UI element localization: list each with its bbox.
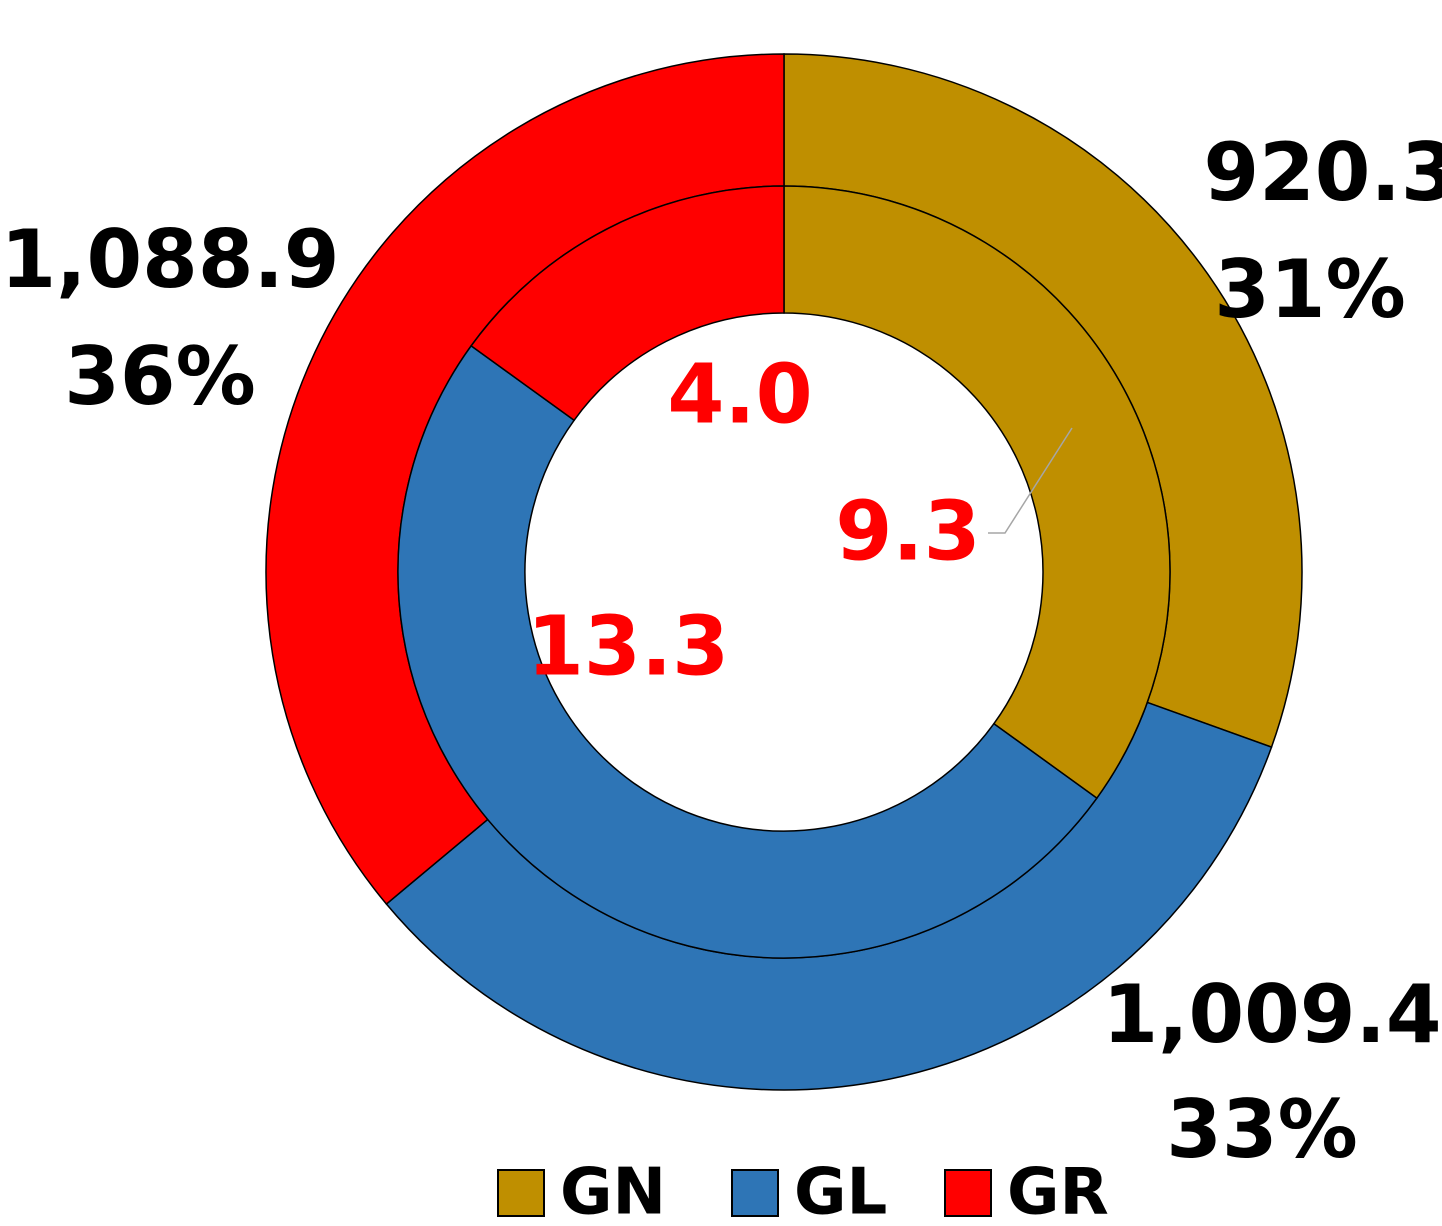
donut-segment <box>783 185 1171 800</box>
value-label: 920.3 <box>1203 126 1442 219</box>
leader-line <box>988 427 1073 534</box>
value-label: 4.0 <box>667 347 812 442</box>
percentage-label: 36% <box>64 330 255 423</box>
value-label: 1,088.9 <box>0 213 339 306</box>
value-label: 9.3 <box>835 484 980 579</box>
value-label: 13.3 <box>527 599 729 694</box>
legend-label: GN <box>560 1156 666 1222</box>
percentage-label: 31% <box>1214 243 1405 336</box>
legend-swatch <box>944 1169 992 1217</box>
donut-segment <box>397 344 1098 959</box>
donut-segment <box>470 185 785 422</box>
legend-swatch <box>497 1169 545 1217</box>
legend-label: GL <box>794 1156 887 1222</box>
legend-label: GR <box>1007 1156 1109 1222</box>
percentage-label: 33% <box>1166 1083 1357 1176</box>
value-label: 1,009.4 <box>1102 968 1441 1061</box>
legend-swatch <box>731 1169 779 1217</box>
